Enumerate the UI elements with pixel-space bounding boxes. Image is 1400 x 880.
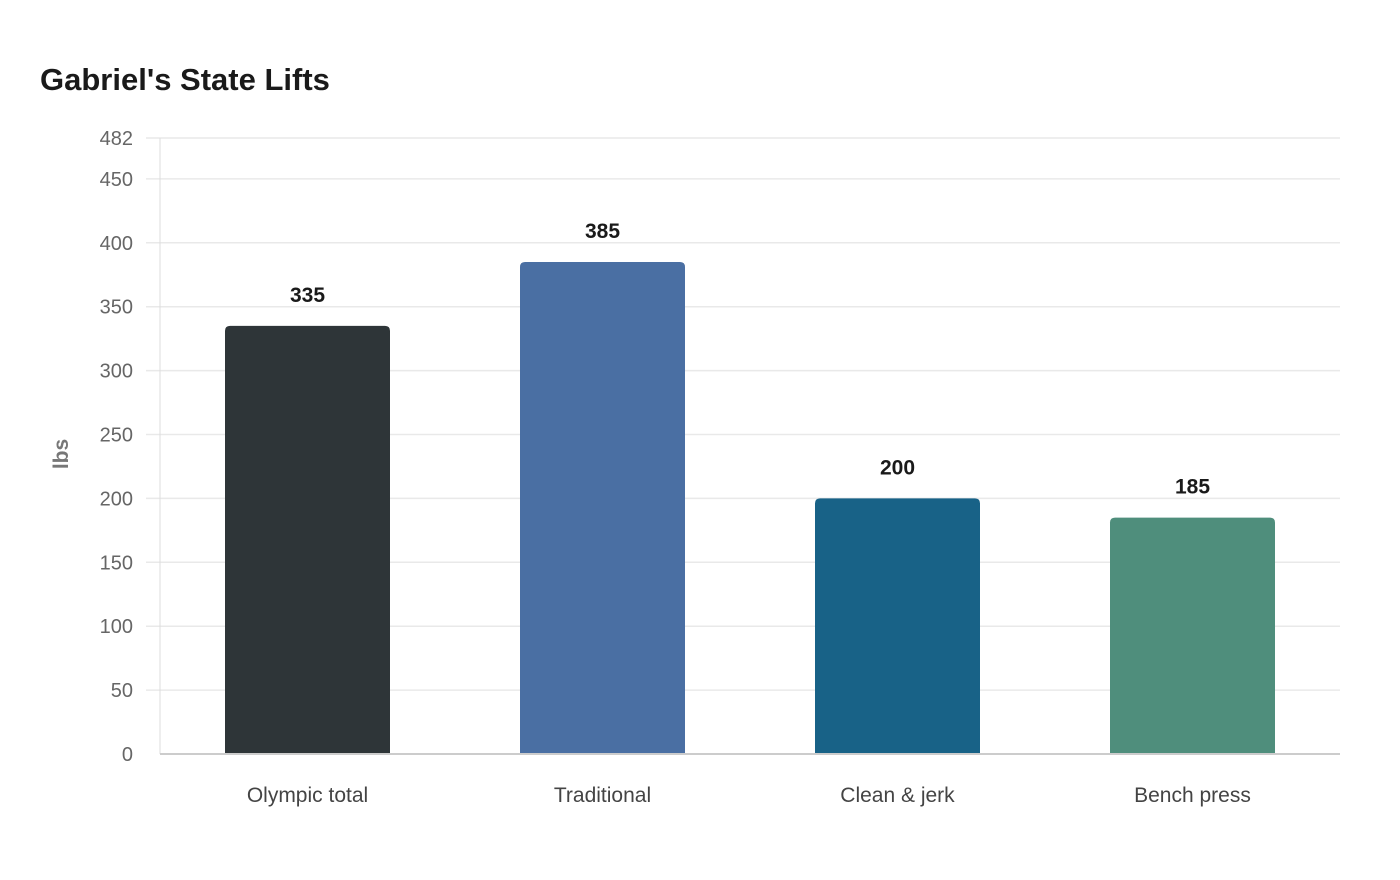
value-label: 200 [880,456,915,479]
bar-bench-press [1110,517,1275,754]
value-label: 385 [585,220,620,243]
value-label: 335 [290,284,325,307]
bar-olympic-total [225,325,390,754]
x-category-label: Traditional [554,784,651,807]
y-tick-label: 200 [100,488,133,510]
y-tick-label: 300 [100,361,133,383]
y-tick-label: 482 [100,128,133,150]
bar-traditional [520,261,685,754]
y-tick-label: 450 [100,169,133,191]
value-labels: 335 385 200 185 [290,220,1210,499]
y-tick-label: 400 [100,233,133,255]
x-category-label: Clean & jerk [840,784,955,807]
y-axis-title: lbs [50,439,73,469]
y-axis-ticks: 0 50 100 150 200 250 300 350 400 450 482 [100,128,133,766]
y-tick-label: 0 [122,744,133,766]
x-category-label: Bench press [1134,784,1251,807]
y-tick-label: 100 [100,616,133,638]
y-tick-label: 150 [100,552,133,574]
bars [225,261,1275,754]
chart-title: Gabriel's State Lifts [40,62,330,97]
bar-clean-jerk [815,498,980,754]
y-tick-label: 250 [100,424,133,446]
y-tick-label: 350 [100,297,133,319]
y-tick-label: 50 [111,680,133,702]
value-label: 185 [1175,476,1210,499]
x-category-label: Olympic total [247,784,368,807]
x-axis-categories: Olympic total Traditional Clean & jerk Benc… [247,784,1251,807]
